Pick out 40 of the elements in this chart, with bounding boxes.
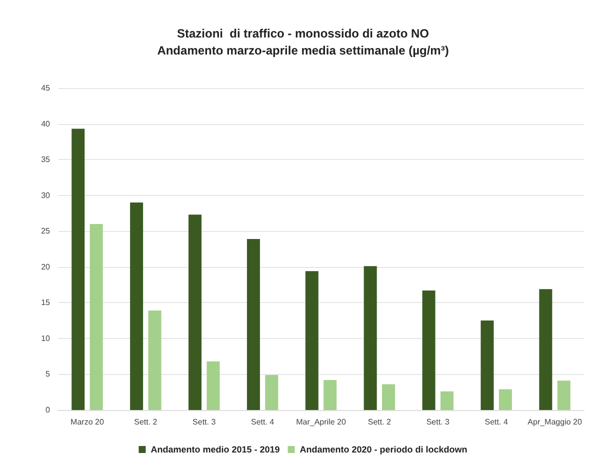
x-tick-label: Sett. 2 [134,418,158,426]
y-tick-label: 25 [41,226,51,236]
x-tick-label: Sett. 4 [484,418,508,426]
bar [557,380,570,410]
y-tick-label: 30 [41,190,51,200]
bar [265,374,278,410]
bar [382,384,396,410]
bar [130,202,144,410]
y-tick-label: 40 [41,119,51,128]
bar [539,289,552,410]
x-tick-label: Sett. 3 [192,418,216,426]
y-tick-label: 35 [41,155,51,164]
x-tick-label: Sett. 3 [426,418,450,426]
x-tick-label: Sett. 2 [368,418,392,426]
bar [188,214,202,410]
y-tick-label: 0 [46,406,51,414]
chart-title: Stazioni di traffico - monossido di azoto NO Andamento marzo-aprile media settimanale (µg/m³) [157,26,449,58]
bar [90,224,103,410]
x-tick-label: Apr_Maggio 20 [528,418,582,426]
bar [206,361,220,410]
bar [305,271,318,410]
bar [246,238,260,410]
bar [72,128,85,410]
legend-label: Andamento 2020 - periodo di lockdown [300,444,468,454]
bar [480,320,494,410]
y-tick-label: 10 [41,334,51,343]
bar [364,266,377,410]
x-tick-label: Marzo 20 [70,418,104,426]
y-tick-label: 45 [41,84,51,92]
bar [324,380,337,410]
y-tick-label: 15 [41,298,51,308]
bar [422,290,436,410]
bar [148,310,162,410]
x-tick-label: Mar_Aprile 20 [296,418,346,426]
x-tick-label: Sett. 4 [250,418,275,426]
bar [498,389,512,410]
y-tick-label: 5 [46,370,51,379]
bar [440,391,454,410]
legend-label: Andamento medio 2015 - 2019 [150,444,280,454]
y-tick-label: 20 [41,262,51,272]
